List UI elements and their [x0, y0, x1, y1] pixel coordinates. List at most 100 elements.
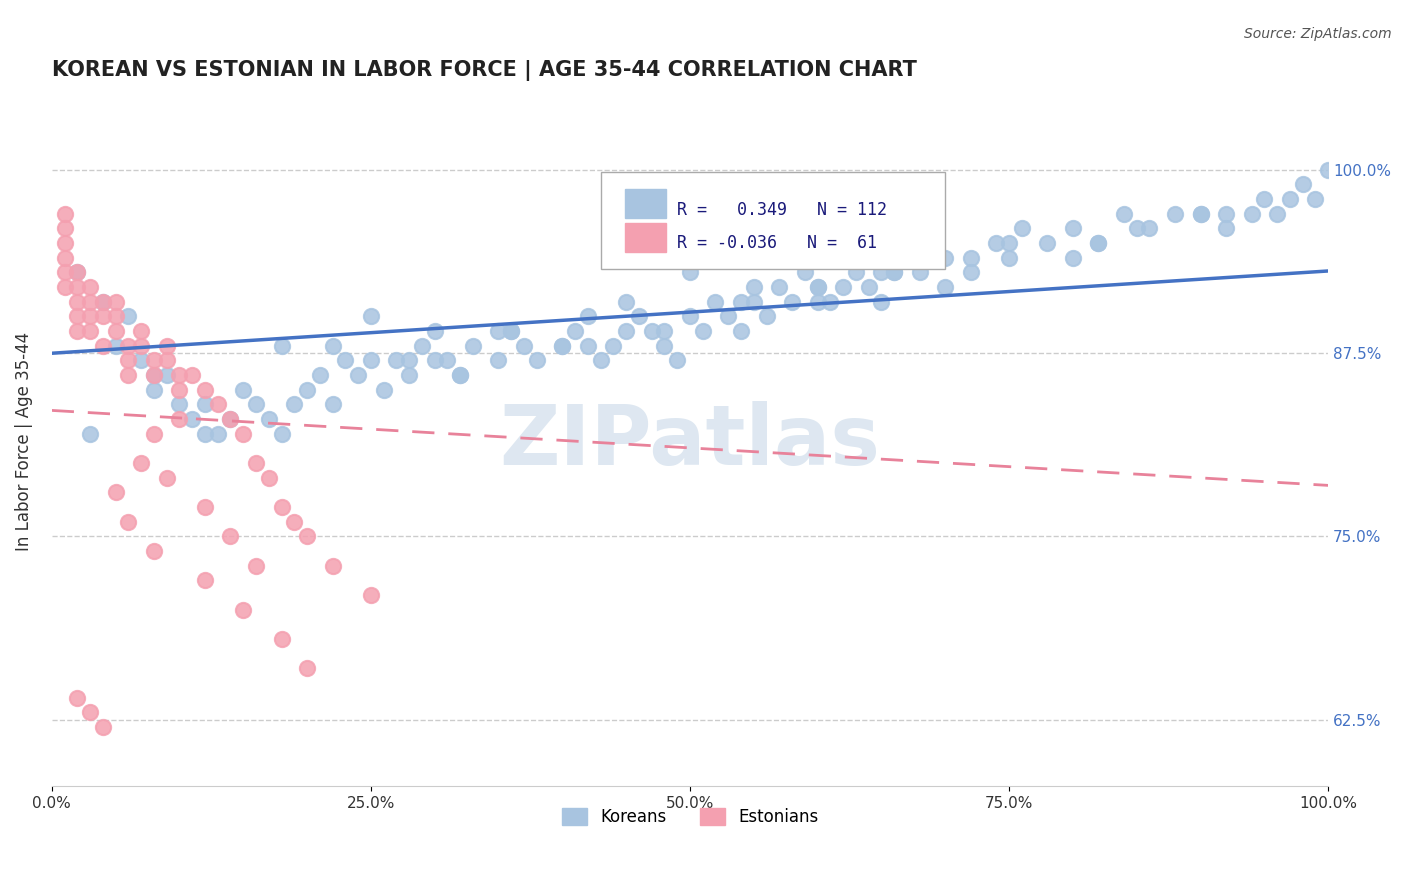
Point [156, 368, 179, 383]
Point [194, 397, 217, 411]
Point [142, 368, 165, 383]
Point [870, 265, 893, 279]
Point [142, 368, 165, 383]
Point [1112, 207, 1135, 221]
Point [1062, 221, 1084, 235]
Point [564, 324, 586, 338]
Point [640, 324, 662, 338]
Point [117, 353, 139, 368]
Point [270, 500, 292, 515]
Point [488, 324, 510, 338]
Point [257, 412, 280, 426]
Point [79, 310, 101, 324]
Point [717, 310, 740, 324]
Point [423, 324, 446, 338]
Point [449, 368, 471, 383]
Point [232, 603, 254, 617]
Point [53, 221, 76, 235]
Point [1125, 221, 1147, 235]
Point [513, 339, 536, 353]
Point [883, 265, 905, 279]
Point [436, 353, 458, 368]
Point [295, 529, 318, 543]
Point [896, 251, 918, 265]
Point [117, 515, 139, 529]
Point [129, 339, 152, 353]
Point [986, 236, 1008, 251]
Point [270, 339, 292, 353]
Point [194, 383, 217, 397]
Point [360, 310, 382, 324]
Point [1305, 192, 1327, 206]
Point [270, 632, 292, 646]
Point [360, 588, 382, 602]
Point [742, 294, 765, 309]
Point [219, 529, 242, 543]
Point [1291, 178, 1313, 192]
Point [654, 324, 676, 338]
Point [654, 339, 676, 353]
Point [142, 383, 165, 397]
Point [1087, 236, 1109, 251]
Point [820, 294, 842, 309]
Point [461, 339, 484, 353]
Point [526, 353, 548, 368]
FancyBboxPatch shape [624, 189, 665, 218]
Point [104, 339, 127, 353]
Point [257, 471, 280, 485]
Point [142, 353, 165, 368]
Point [1215, 207, 1237, 221]
Point [398, 353, 420, 368]
Point [79, 706, 101, 720]
Text: KOREAN VS ESTONIAN IN LABOR FORCE | AGE 35-44 CORRELATION CHART: KOREAN VS ESTONIAN IN LABOR FORCE | AGE … [52, 60, 917, 80]
Text: R = -0.036   N =  61: R = -0.036 N = 61 [678, 234, 877, 252]
Point [347, 368, 370, 383]
Point [156, 353, 179, 368]
Point [755, 310, 778, 324]
Point [79, 324, 101, 338]
Text: Source: ZipAtlas.com: Source: ZipAtlas.com [1244, 27, 1392, 41]
Point [194, 500, 217, 515]
FancyBboxPatch shape [600, 172, 945, 268]
Point [908, 265, 931, 279]
Point [142, 544, 165, 558]
Point [959, 265, 981, 279]
Point [207, 397, 229, 411]
Point [602, 339, 624, 353]
Point [870, 294, 893, 309]
Point [53, 265, 76, 279]
Point [692, 324, 714, 338]
Point [806, 280, 828, 294]
Point [169, 383, 191, 397]
Point [142, 426, 165, 441]
Point [156, 471, 179, 485]
Point [614, 324, 637, 338]
Point [66, 310, 89, 324]
Point [1317, 162, 1340, 177]
Point [360, 353, 382, 368]
FancyBboxPatch shape [624, 223, 665, 252]
Point [1189, 207, 1212, 221]
Point [398, 368, 420, 383]
Point [295, 661, 318, 675]
Point [858, 280, 880, 294]
Legend: Koreans, Estonians: Koreans, Estonians [555, 801, 825, 832]
Point [129, 324, 152, 338]
Point [679, 310, 702, 324]
Point [104, 324, 127, 338]
Point [501, 324, 523, 338]
Point [1036, 236, 1059, 251]
Point [308, 368, 330, 383]
Point [998, 251, 1021, 265]
Point [322, 339, 344, 353]
Point [1265, 207, 1288, 221]
Point [245, 456, 267, 470]
Point [295, 383, 318, 397]
Point [845, 265, 868, 279]
Point [245, 397, 267, 411]
Point [117, 368, 139, 383]
Point [232, 383, 254, 397]
Point [832, 280, 855, 294]
Point [1062, 251, 1084, 265]
Point [53, 280, 76, 294]
